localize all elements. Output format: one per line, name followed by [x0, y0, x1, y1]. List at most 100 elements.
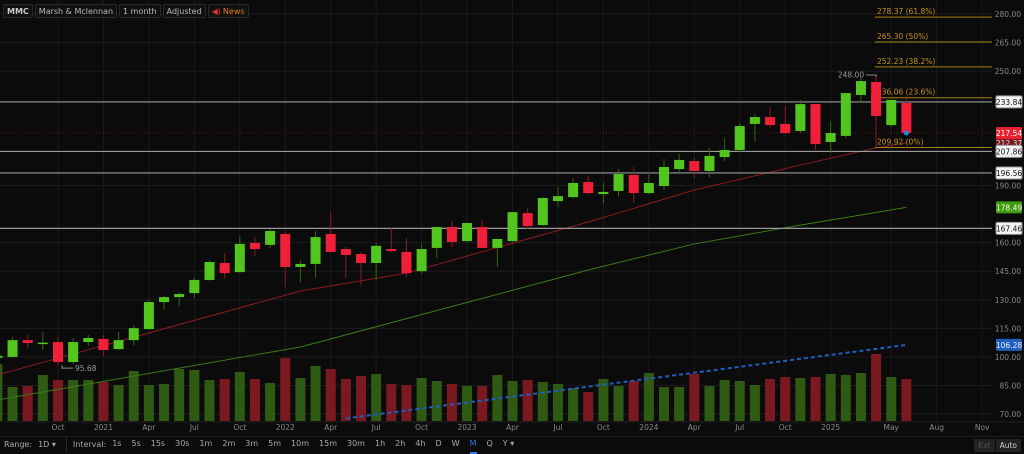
interval-10m[interactable]: 10m [291, 439, 310, 448]
candle [734, 122, 745, 152]
interval-30m[interactable]: 30m [347, 439, 365, 448]
candle-body [507, 212, 518, 242]
candle-body [295, 263, 306, 267]
candle-body [68, 342, 79, 363]
interval-1m[interactable]: 1m [199, 439, 213, 448]
candle-body [401, 251, 412, 274]
y-axis-tick: 160.00 [995, 239, 1021, 248]
y-axis-tick: 265.00 [995, 39, 1021, 48]
volume-bar [7, 387, 18, 421]
volume-bar [295, 378, 306, 421]
candle-body [98, 338, 109, 351]
volume-bar [219, 379, 230, 421]
candle-body [53, 342, 63, 363]
volume-bar [825, 374, 836, 421]
symbol-ticker[interactable]: MMC [3, 4, 33, 18]
y-axis-tick: 85.00 [1000, 381, 1022, 390]
candle-body [628, 174, 639, 194]
volume-bar [234, 372, 245, 421]
candle [265, 229, 276, 248]
volume-bar [371, 374, 382, 421]
low-marker-label: 95.68 [75, 364, 97, 373]
interval-1h[interactable]: 1h [374, 439, 386, 448]
candle-body [22, 340, 33, 343]
fib-level-label: 209.92 (0%) [877, 138, 923, 147]
range-dropdown[interactable]: 1D ▾ [38, 440, 56, 449]
x-axis-label: Oct [779, 423, 792, 432]
interval-30s[interactable]: 30s [175, 439, 190, 448]
interval-1s[interactable]: 1s [112, 439, 122, 448]
company-name[interactable]: Marsh & Mclennan [34, 4, 118, 18]
volume-bar [204, 380, 215, 421]
x-axis-label: 2021 [94, 423, 113, 432]
candle-body [189, 279, 200, 294]
y-axis-tick: 280.00 [995, 10, 1021, 19]
x-axis-label: Oct [415, 423, 428, 432]
interval-5s[interactable]: 5s [131, 439, 141, 448]
horizontal-level-label: 207.86 [996, 147, 1022, 156]
interval-w[interactable]: W [451, 439, 460, 448]
candle-body [522, 213, 533, 227]
volume-bar [704, 386, 715, 421]
candle-body [719, 150, 730, 158]
candle-body [855, 81, 866, 95]
price-chart[interactable]: 278.37 (61.8%) 265.30 (50%) 252.23 (38.2%)… [0, 0, 1024, 436]
volume-bar [401, 385, 412, 421]
interval-3m[interactable]: 3m [245, 439, 259, 448]
candle-body [310, 237, 321, 264]
volume-bar [53, 380, 63, 421]
interval-d[interactable]: D [435, 439, 442, 448]
sma-long-label-bg [996, 201, 1022, 214]
candle-body [492, 238, 503, 248]
candle [855, 78, 866, 103]
candle [431, 226, 442, 259]
interval-5m[interactable]: 5m [268, 439, 282, 448]
sma-short-label: 212.37 [996, 139, 1022, 148]
x-axis-label: Aug [929, 423, 944, 432]
bottom-toolbar: Range: 1D ▾ Interval: 1s 5s 15s 30s 1m 2m 3m 5m… [0, 436, 1024, 454]
interval-m[interactable]: M [469, 436, 477, 454]
interval-label: Interval: [72, 440, 107, 449]
interval-2m[interactable]: 2m [222, 439, 236, 448]
volume-bar [37, 375, 48, 421]
auto-button[interactable]: Auto [995, 439, 1021, 452]
candle [204, 260, 215, 281]
candle-body [280, 234, 291, 267]
volume-bar [643, 373, 654, 421]
period-selector[interactable]: 1 month [119, 4, 161, 18]
candle-body [446, 226, 457, 243]
interval-y[interactable]: Y ▾ [502, 439, 515, 448]
interval-q[interactable]: Q [486, 439, 493, 448]
candle [583, 175, 594, 195]
volume-bar [765, 379, 776, 421]
volume-average-label-bg [996, 338, 1022, 351]
volume-bar [416, 378, 427, 421]
speaker-icon: ◀︎) [211, 6, 221, 16]
volume-bar [325, 369, 336, 421]
volume-bar [871, 354, 882, 421]
volume-bar [340, 379, 351, 421]
candle [507, 212, 518, 243]
candle-body [7, 340, 18, 357]
candle [53, 337, 63, 366]
candle-body [674, 159, 685, 170]
volume-average-label: 106.28 [996, 341, 1022, 350]
fib-level-label: 236.06 (23.6%) [877, 88, 935, 97]
volume-bar [431, 381, 442, 421]
volume-bar [840, 375, 851, 421]
interval-15s[interactable]: 15s [150, 439, 166, 448]
candle [719, 138, 730, 162]
interval-2h[interactable]: 2h [395, 439, 406, 448]
interval-4h[interactable]: 4h [415, 439, 426, 448]
volume-bar [280, 358, 291, 421]
candle-body [371, 245, 382, 263]
candle [371, 242, 382, 280]
interval-15m[interactable]: 15m [319, 439, 337, 448]
candle [143, 299, 154, 331]
y-axis-tick: 115.00 [995, 324, 1021, 333]
candle [886, 99, 897, 127]
ext-button[interactable]: Ext [974, 439, 995, 452]
adjustment-toggle[interactable]: Adjusted [162, 4, 206, 18]
y-axis-tick: 250.00 [995, 67, 1021, 76]
news-button[interactable]: ◀︎) News [207, 4, 249, 18]
